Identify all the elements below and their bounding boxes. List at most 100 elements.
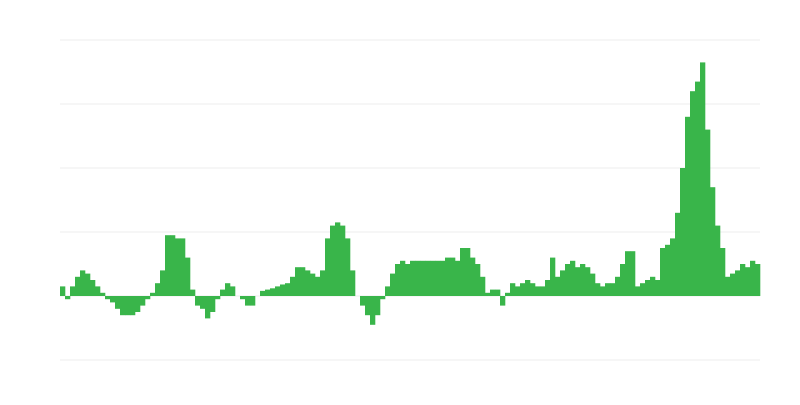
bar xyxy=(350,270,356,296)
bar xyxy=(675,212,681,296)
bar xyxy=(520,283,526,296)
bar xyxy=(85,273,91,296)
bar xyxy=(220,289,226,296)
bar xyxy=(680,168,686,296)
bar xyxy=(370,296,376,325)
bar xyxy=(565,264,571,296)
bar xyxy=(735,270,741,296)
bar xyxy=(385,286,391,296)
bar xyxy=(600,286,606,296)
bar xyxy=(160,270,166,296)
bar xyxy=(140,296,146,306)
bar xyxy=(205,296,211,319)
bar xyxy=(505,292,511,296)
bar xyxy=(60,286,66,296)
bar xyxy=(230,286,236,296)
bar xyxy=(575,267,581,296)
bar xyxy=(500,296,506,306)
bar xyxy=(245,296,251,306)
bar xyxy=(510,283,516,296)
bar xyxy=(620,264,626,296)
bar xyxy=(265,289,271,296)
bar xyxy=(660,248,666,296)
bar xyxy=(580,264,586,296)
bar xyxy=(170,235,176,296)
bar xyxy=(260,290,266,296)
bar xyxy=(655,280,661,296)
bar xyxy=(630,251,636,296)
bar xyxy=(375,296,381,316)
bar xyxy=(670,238,676,296)
bar xyxy=(640,283,646,296)
bar xyxy=(165,235,171,296)
bar xyxy=(450,257,456,296)
bar xyxy=(705,129,711,296)
bar xyxy=(250,296,256,306)
bar xyxy=(130,296,136,316)
bar xyxy=(455,260,461,296)
bar xyxy=(745,267,751,296)
bar xyxy=(275,286,281,296)
bar xyxy=(585,267,591,296)
bar xyxy=(175,238,181,296)
bar xyxy=(105,296,111,300)
bar xyxy=(440,260,446,296)
bar xyxy=(110,296,116,303)
bar xyxy=(240,296,246,300)
bar xyxy=(730,273,736,296)
bar xyxy=(435,260,441,296)
bar xyxy=(345,238,351,296)
bar xyxy=(200,296,206,309)
bar xyxy=(315,276,321,296)
bar xyxy=(380,296,386,300)
bar xyxy=(460,248,466,296)
bar xyxy=(445,257,451,296)
bar xyxy=(605,283,611,296)
bar xyxy=(280,284,286,296)
bar xyxy=(400,260,406,296)
bar xyxy=(475,264,481,296)
bar xyxy=(470,257,476,296)
bar xyxy=(210,296,216,312)
bar xyxy=(595,283,601,296)
bar xyxy=(645,280,651,296)
bar xyxy=(340,225,346,296)
bar xyxy=(90,280,96,296)
bar xyxy=(490,289,496,296)
bar xyxy=(360,296,366,306)
bar xyxy=(530,283,536,296)
bar xyxy=(690,91,696,296)
bar xyxy=(665,244,671,296)
bar xyxy=(480,276,486,296)
bar xyxy=(525,280,531,296)
bar xyxy=(495,289,501,296)
bar xyxy=(335,222,341,296)
bar xyxy=(725,276,731,296)
bar xyxy=(395,264,401,296)
bar xyxy=(65,296,71,300)
bar xyxy=(710,187,716,296)
bar xyxy=(405,264,411,296)
bar xyxy=(125,296,131,316)
bar xyxy=(590,273,596,296)
bar xyxy=(755,264,761,296)
bar xyxy=(535,286,541,296)
bar xyxy=(410,260,416,296)
bar xyxy=(610,283,616,296)
bar xyxy=(485,292,491,296)
bar xyxy=(195,296,201,306)
bar xyxy=(720,248,726,296)
bar xyxy=(700,62,706,297)
bar xyxy=(320,270,326,296)
bar xyxy=(80,270,86,296)
bar xyxy=(300,267,306,296)
bar xyxy=(155,283,161,296)
bar xyxy=(120,296,126,316)
bar xyxy=(75,276,81,296)
bar xyxy=(215,296,221,300)
bar xyxy=(270,288,276,296)
bar xyxy=(615,276,621,296)
bar xyxy=(285,283,291,296)
bar xyxy=(70,286,76,296)
